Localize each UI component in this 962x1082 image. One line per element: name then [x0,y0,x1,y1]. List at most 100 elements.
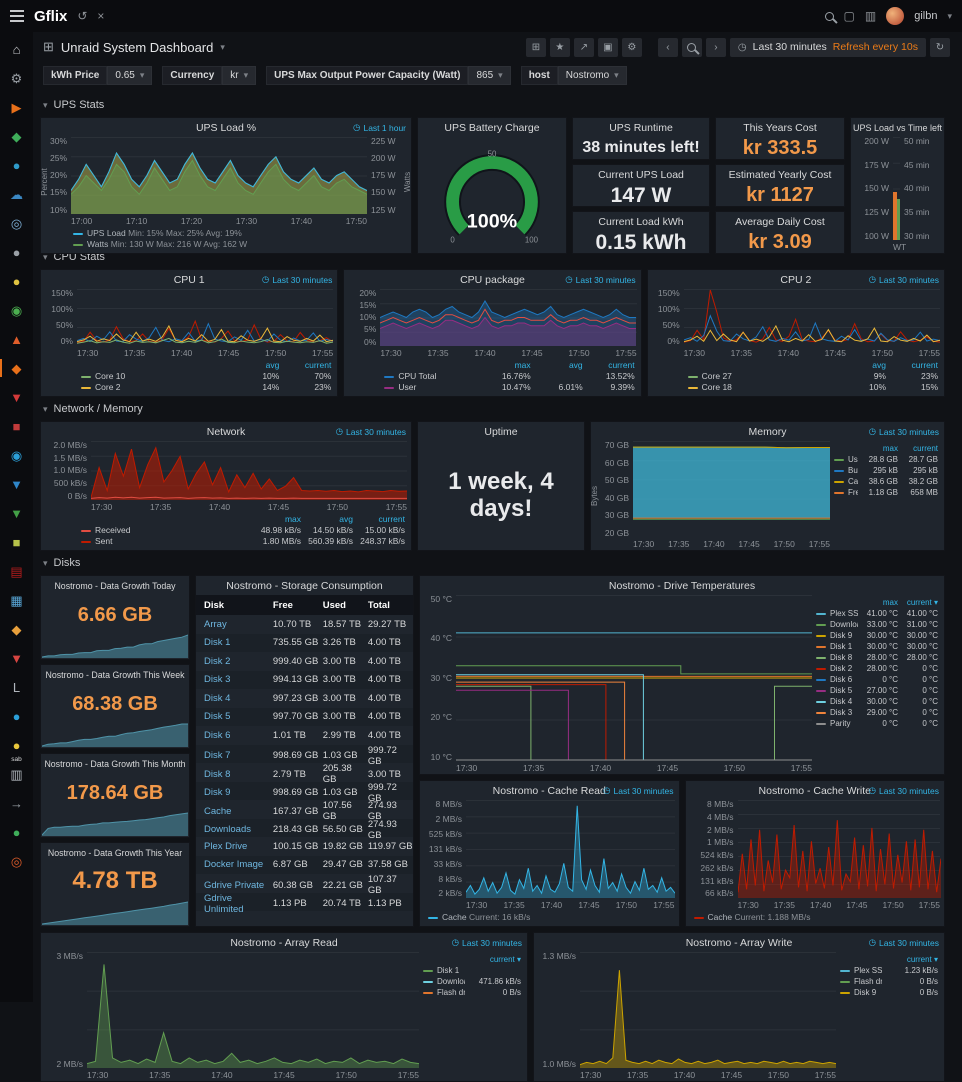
series-label[interactable]: Received [81,525,249,536]
series-label[interactable]: Parity [816,718,858,729]
zoom-out-button[interactable] [681,37,702,57]
series-label[interactable]: CPU Total [384,371,478,382]
series-label[interactable]: Disk 9 [840,987,882,998]
panel-title[interactable]: Current Load kWh [598,215,684,228]
panel-title[interactable]: Nostromo - Drive Temperatures [608,579,756,592]
series-label[interactable]: Disk 1 [816,641,858,652]
sidebar-app-icon[interactable]: ◆ [11,128,22,144]
disk-name[interactable]: Disk 8 [204,768,231,780]
table-row[interactable]: Disk 9 998.69 GB 1.03 GB 999.72 GB [196,781,413,804]
sidebar-app-icon[interactable]: ⌂ [12,41,21,57]
series-label[interactable]: Used [834,454,858,465]
series-label[interactable]: Core 2 [81,382,227,393]
disk-name[interactable]: Array [204,618,227,630]
cpu-package-chart[interactable] [380,289,637,346]
series-label[interactable]: Disk 6 [816,674,858,685]
sidebar-app-icon[interactable]: ▲ [10,331,23,347]
series-label[interactable]: Buffered [834,465,858,476]
series-label[interactable]: Core 27 [687,371,834,382]
series-label[interactable]: Disk 1 [423,965,465,976]
series-label[interactable]: Plex SSD [840,965,882,976]
panel-title[interactable]: CPU 2 ◷ Last 30 minutes [648,270,944,289]
table-row[interactable]: Disk 3 994.13 GB 3.00 TB 4.00 TB [196,670,413,689]
table-row[interactable]: Cache 167.37 GB 107.56 GB 274.93 GB [204,800,397,822]
table-row[interactable]: Disk 6 1.01 TB 2.99 TB 4.00 TB [204,729,401,741]
sidebar-app-icon[interactable]: ☁ [10,186,23,202]
series-label[interactable]: Flash drive [840,976,882,987]
panel-title[interactable]: Current UPS Load [598,168,684,181]
disk-name[interactable]: Disk 3 [204,674,231,686]
disk-name[interactable]: Plex Drive [204,840,248,852]
panel-title[interactable]: Network ◷ Last 30 minutes [41,422,411,441]
series-label[interactable]: Disk 9 [816,630,858,641]
series-label[interactable]: Sent [81,536,249,547]
search-icon[interactable] [824,11,834,21]
table-row[interactable]: Disk 7 998.69 GB 1.03 GB 999.72 GB [196,744,413,767]
panel-title[interactable]: Nostromo - Cache Write ◷ Last 30 minutes [686,781,945,800]
series-label[interactable]: User [384,382,478,393]
panel-title[interactable]: Average Daily Cost [735,215,825,228]
close-icon[interactable]: × [97,9,105,23]
disk-name[interactable]: Docker Image [204,859,264,871]
panel-title[interactable]: UPS Runtime [609,121,673,134]
star-button[interactable]: ★ [549,37,570,57]
sidebar-app-icon[interactable]: ● [12,244,21,260]
sidebar-app-icon[interactable]: ▼ [10,650,23,666]
row-header-cpu-stats[interactable]: ▾ CPU Stats [43,251,105,263]
panel-title[interactable]: UPS Battery Charge [444,121,540,134]
disk-name[interactable]: Disk 7 [204,750,231,761]
disk-name[interactable]: Disk 1 [204,637,231,649]
sidebar-app-icon[interactable]: ◉ [10,447,23,463]
series-label[interactable]: Cache [442,912,467,922]
network-chart[interactable] [91,441,407,500]
panel-title[interactable]: Nostromo - Array Write ◷ Last 30 minutes [534,933,944,952]
series-label[interactable]: Disk 3 [816,707,858,718]
disk-name[interactable]: Cache [204,805,232,817]
settings-button[interactable]: ⚙ [621,37,642,57]
disk-name[interactable]: Gdrive Private [204,879,265,891]
series-label[interactable]: Cache [707,912,733,922]
refresh-button[interactable]: ↻ [930,37,950,57]
sidebar-app-icon[interactable]: ▼ [10,505,23,521]
table-row[interactable]: Plex Drive 100.15 GB 19.82 GB 119.97 GB [204,840,413,852]
ups-bar-chart[interactable] [893,137,900,240]
panel-title[interactable]: Nostromo - Cache Read ◷ Last 30 minutes [420,781,679,800]
ups-load-chart[interactable] [71,137,367,214]
sidebar-app-icon[interactable]: ▶ [11,99,22,115]
panel-title[interactable]: Memory ◷ Last 30 minutes [591,422,944,441]
sidebar-app-icon[interactable]: L [12,679,21,695]
panel-title[interactable]: This Years Cost [743,121,817,134]
panel-title[interactable]: Estimated Yearly Cost [728,168,832,181]
panel-title[interactable]: CPU package ◷ Last 30 minutes [344,270,640,289]
sidebar-app-icon[interactable]: ▥ [10,766,23,782]
sidebar-app-icon[interactable]: ◎ [10,215,23,231]
menu-icon[interactable] [10,10,24,22]
cache-read-chart[interactable] [466,800,675,898]
avatar[interactable] [886,7,905,25]
sidebar-app-icon[interactable]: ■ [12,534,21,550]
panel-title[interactable]: Uptime [484,425,518,438]
series-label[interactable]: Disk 2 [816,663,858,674]
sidebar-app-icon[interactable]: ▼ [10,476,23,492]
row-header-ups-stats[interactable]: ▾ UPS Stats [43,99,105,111]
sidebar-app-icon[interactable]: ● [12,708,21,724]
add-panel-button[interactable]: ⊞ [525,37,546,57]
table-row[interactable]: Disk 2 999.40 GB 3.00 TB 4.00 TB [204,655,401,667]
series-label[interactable]: Disk 4 [816,696,858,707]
panel-title[interactable]: Nostromo - Data Growth This Year [47,847,183,858]
save-button[interactable]: ▣ [597,37,618,57]
sidebar-app-icon[interactable]: ● [12,157,21,173]
share-snapshot-icon[interactable]: ↺ [77,9,88,23]
series-label[interactable]: Core 10 [81,371,227,382]
panel-title[interactable]: Nostromo - Data Growth This Month [44,758,186,769]
panel-title[interactable]: Nostromo - Data Growth This Week [45,669,185,680]
cache-write-chart[interactable] [737,800,941,898]
variable-dropdown[interactable]: kWh Price 0.65 ▾ [43,66,153,85]
table-row[interactable]: Disk 4 997.23 GB 3.00 TB 4.00 TB [204,692,401,704]
table-row[interactable]: Array 10.70 TB 18.57 TB 29.27 TB [204,618,407,630]
series-label[interactable]: Disk 8 [816,652,858,663]
sidebar-app-icon[interactable]: ◉ [10,302,23,318]
array-write-chart[interactable] [580,952,836,1068]
dashboard-title[interactable]: Unraid System Dashboard [60,39,214,55]
table-row[interactable]: Disk 1 735.55 GB 3.26 TB 4.00 TB [196,633,413,652]
